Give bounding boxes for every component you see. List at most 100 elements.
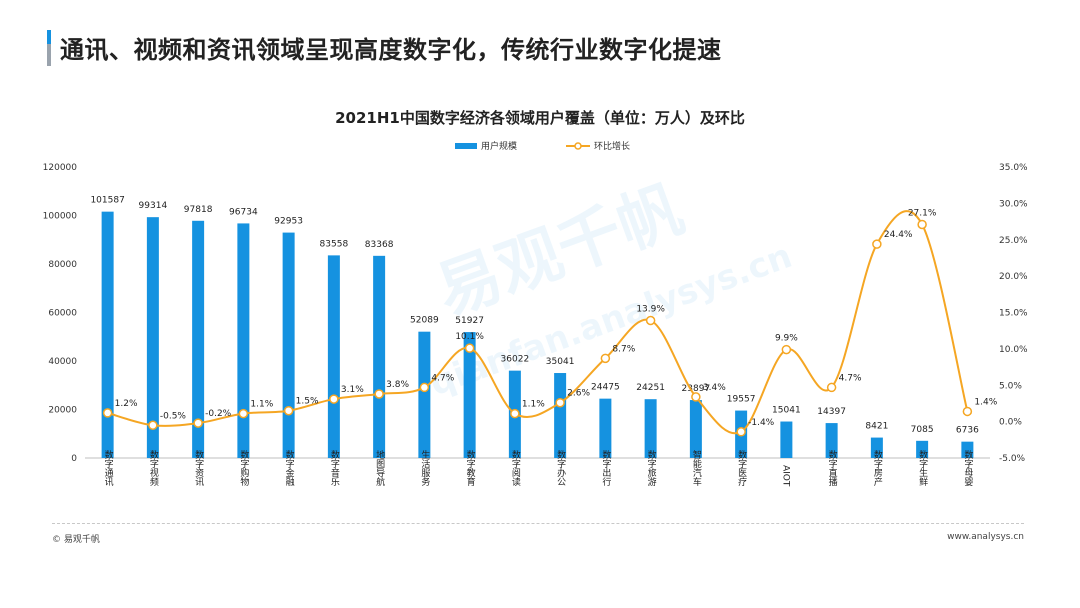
y-right-tick-label: 10.0%: [999, 345, 1028, 355]
y-right-tick-label: 30.0%: [999, 199, 1028, 209]
y-right-tick-label: 15.0%: [999, 309, 1028, 319]
growth-point: [645, 315, 656, 326]
footer-copyright: © 易观千帆: [52, 535, 100, 545]
bar-value-label: 92953: [274, 217, 303, 227]
bar-value-label: 51927: [455, 316, 484, 326]
bar: [554, 373, 567, 458]
y-left-tick-label: 20000: [48, 406, 77, 416]
growth-point: [510, 408, 520, 419]
legend-marker-line: [574, 142, 582, 150]
bar-value-label: 14397: [817, 407, 846, 417]
bar-value-label: 101587: [90, 196, 124, 206]
bar-value-label: 15041: [772, 406, 801, 416]
x-tick-label: 数字出行: [600, 449, 611, 487]
bar-value-label: 83558: [320, 239, 349, 249]
growth-point: [193, 418, 203, 428]
x-tick-label: 地图导航: [374, 449, 385, 487]
bar-value-label: 97818: [184, 205, 213, 215]
bar: [870, 437, 883, 458]
growth-point: [148, 420, 158, 431]
growth-value-label: 3.8%: [386, 380, 409, 390]
growth-point: [555, 397, 565, 408]
y-right-tick-label: 35.0%: [999, 163, 1028, 173]
bar: [418, 331, 431, 458]
growth-value-label: 8.7%: [612, 344, 635, 354]
growth-point: [872, 239, 882, 249]
legend-swatch-bar: [455, 143, 477, 149]
x-tick-label: 数字资讯: [193, 449, 204, 487]
bar: [689, 400, 702, 458]
page-title: 通讯、视频和资讯领域呈现高度数字化，传统行业数字化提速: [60, 36, 722, 64]
x-tick-label: 数字母婴: [962, 449, 973, 487]
growth-value-label: -1.4%: [748, 418, 775, 428]
bar: [146, 217, 159, 458]
bar-value-label: 8421: [865, 422, 888, 432]
growth-point: [283, 405, 294, 416]
x-tick-label: 数字旅游: [646, 449, 657, 487]
x-tick-label: 数字生鲜: [917, 449, 928, 487]
chart-title: 2021H1中国数字经济各领域用户覆盖（单位：万人）及环比: [335, 109, 745, 127]
x-tick-label: 数字购物: [238, 449, 249, 487]
x-tick-label: 数字阅读: [510, 449, 521, 487]
bar: [780, 421, 793, 458]
y-right-tick-label: 0.0%: [999, 418, 1022, 428]
growth-value-label: 3.1%: [341, 385, 364, 395]
growth-value-label: 10.1%: [455, 332, 484, 342]
x-tick-label: 数字音乐: [329, 449, 340, 486]
bar: [101, 211, 114, 458]
bar-value-label: 24251: [636, 383, 665, 393]
growth-value-label: 1.1%: [522, 400, 545, 410]
y-left-tick-label: 40000: [48, 357, 77, 367]
growth-point: [962, 406, 973, 417]
growth-value-label: 2.6%: [567, 389, 590, 399]
growth-point: [238, 408, 249, 419]
x-tick-label: 数字金融: [284, 449, 295, 487]
bar-value-label: 35041: [546, 357, 575, 367]
growth-point: [329, 394, 339, 404]
growth-value-label: 3.4%: [703, 383, 726, 393]
y-left-tick-label: 0: [71, 454, 77, 464]
y-right-tick-label: -5.0%: [999, 454, 1026, 464]
legend-label-line: 环比增长: [594, 140, 630, 152]
growth-value-label: 1.5%: [296, 397, 319, 407]
y-right-tick-label: 20.0%: [999, 272, 1028, 282]
bar-value-label: 19557: [727, 395, 756, 405]
growth-point: [917, 219, 927, 230]
growth-point: [600, 353, 611, 364]
growth-value-label: -0.5%: [160, 411, 187, 421]
legend-label-bar: 用户规模: [481, 140, 517, 152]
title-accent-bar: [47, 30, 51, 66]
growth-point: [464, 343, 475, 353]
y-right-tick-label: 25.0%: [999, 236, 1028, 246]
x-tick-label: 数字房产: [872, 449, 883, 487]
growth-value-label: 4.7%: [839, 373, 862, 383]
growth-value-label: 24.4%: [884, 230, 913, 240]
growth-value-label: 4.7%: [431, 373, 454, 383]
bar-value-label: 7085: [911, 425, 934, 435]
x-tick-label: 智能汽车: [691, 449, 702, 487]
growth-value-label: -0.2%: [205, 409, 232, 419]
growth-line: [107, 210, 969, 435]
x-tick-label: 数字直播: [827, 449, 838, 487]
growth-point: [102, 408, 113, 418]
bar: [463, 332, 476, 458]
growth-point: [826, 382, 837, 393]
bar-value-label: 99314: [139, 201, 168, 211]
growth-value-label: 9.9%: [775, 334, 798, 344]
y-right-tick-label: 5.0%: [999, 381, 1022, 391]
growth-point: [691, 392, 701, 402]
growth-value-label: 1.4%: [974, 397, 997, 407]
growth-value-label: 1.2%: [115, 399, 138, 409]
footer-divider: [52, 523, 1024, 524]
bar: [599, 398, 612, 458]
growth-point: [419, 382, 430, 393]
bar-value-label: 52089: [410, 316, 439, 326]
bar-value-label: 36022: [501, 355, 530, 365]
footer-website[interactable]: www.analysys.cn: [947, 532, 1024, 542]
bar: [644, 399, 657, 458]
bar: [282, 232, 295, 458]
bar: [825, 423, 838, 458]
x-tick-label: 数字教育: [465, 449, 476, 487]
bar-value-label: 96734: [229, 207, 258, 217]
y-left-tick-label: 60000: [48, 309, 77, 319]
